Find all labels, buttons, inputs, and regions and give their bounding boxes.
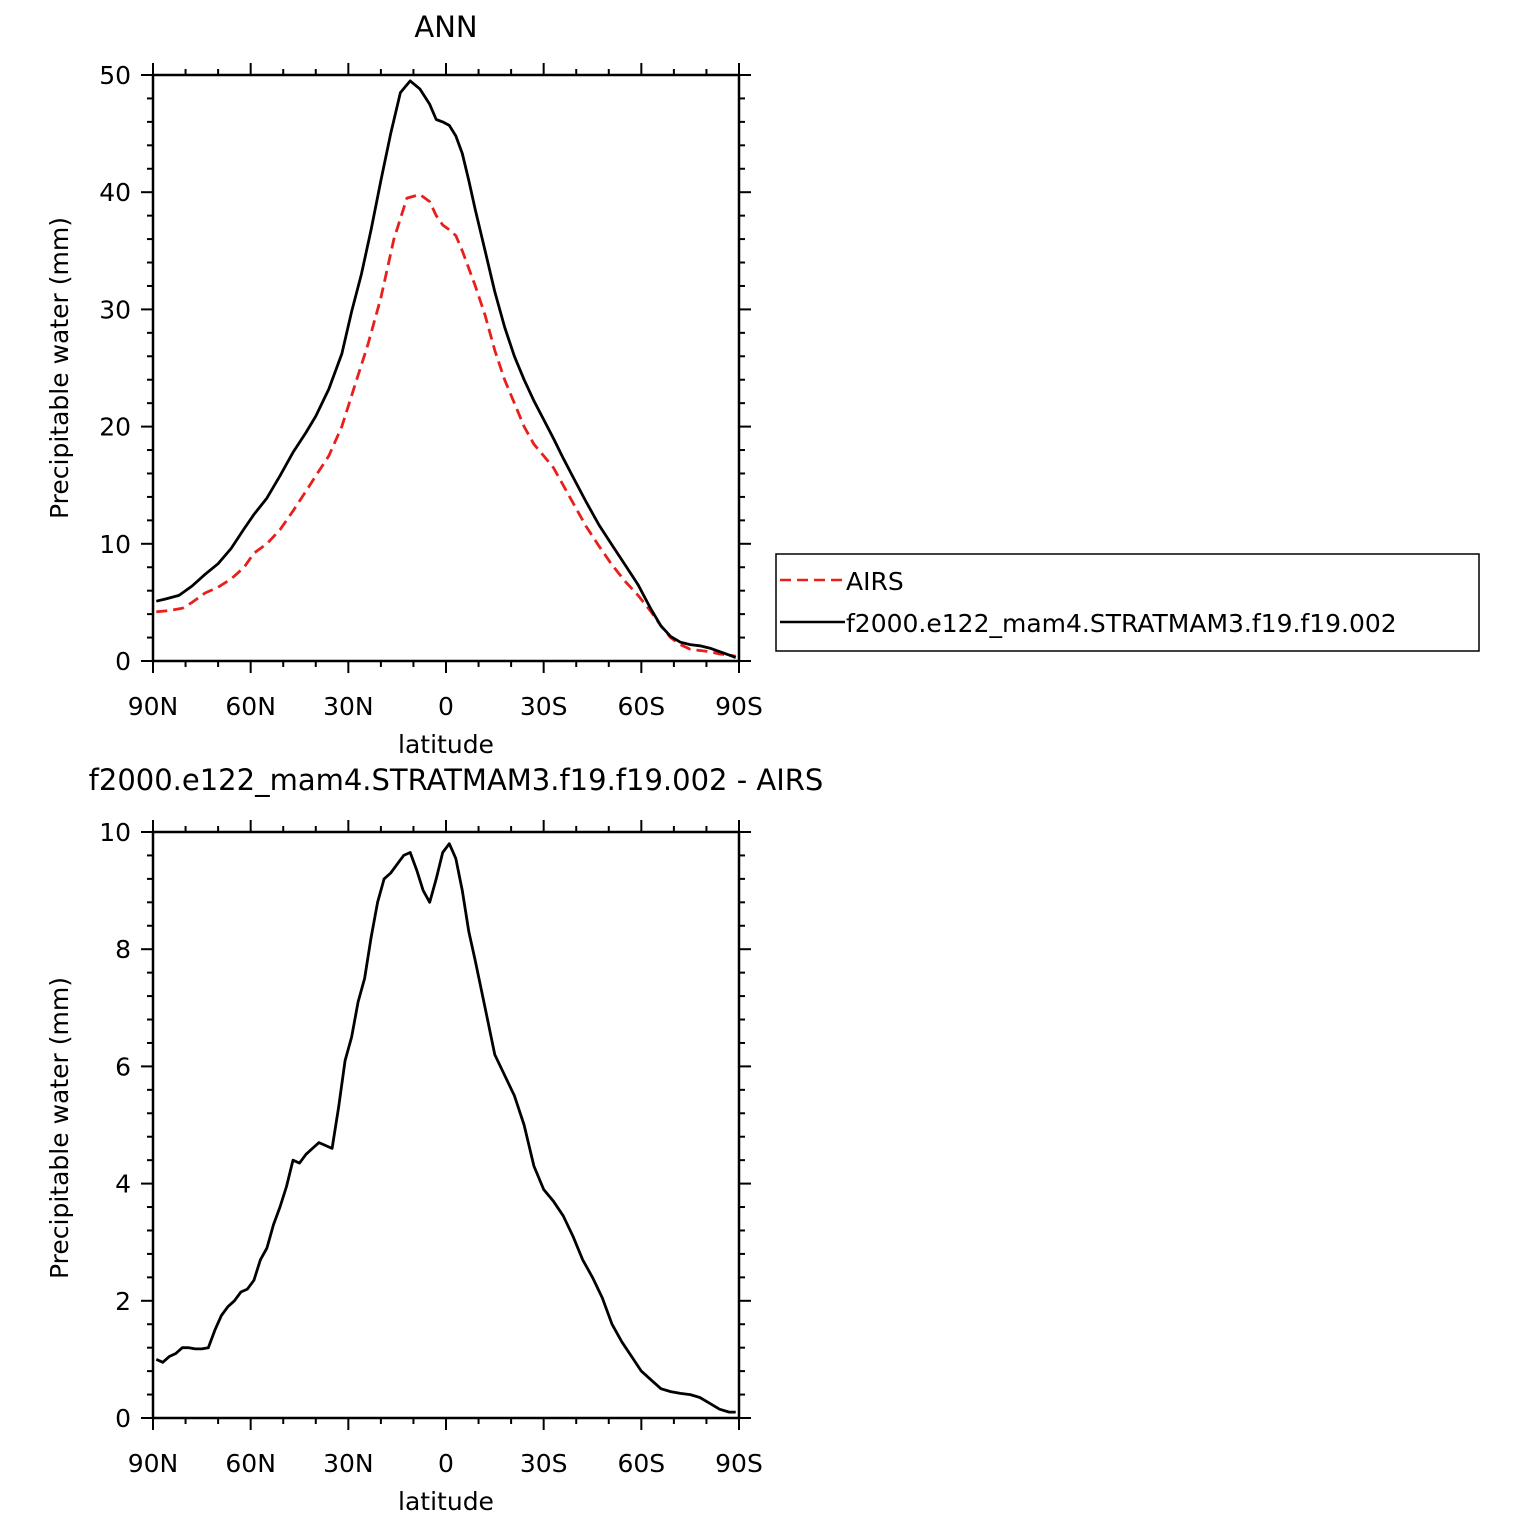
x-axis-label-bottom: latitude	[398, 1487, 494, 1516]
x-tick-label: 60N	[225, 1449, 276, 1478]
y-tick-label: 20	[99, 413, 131, 442]
x-tick-label: 60S	[617, 1449, 665, 1478]
x-tick-label: 90S	[715, 1449, 763, 1478]
x-tick-label: 60S	[617, 692, 665, 721]
legend-label-model: f2000.e122_mam4.STRATMAM3.f19.f19.002	[846, 609, 1397, 638]
x-tick-label: 0	[438, 1449, 454, 1478]
x-axis-label-top: latitude	[398, 730, 494, 759]
x-tick-label: 30N	[323, 692, 374, 721]
y-tick-label: 30	[99, 295, 131, 324]
x-tick-label: 90N	[128, 1449, 179, 1478]
ticks-top	[141, 63, 751, 673]
legend-label-airs: AIRS	[846, 567, 904, 596]
x-tick-label: 30S	[520, 692, 568, 721]
x-tick-label: 30N	[323, 1449, 374, 1478]
y-tick-labels-top: 0 10 20 30 40 50	[99, 61, 131, 676]
y-tick-label: 10	[99, 530, 131, 559]
panel-bottom: f2000.e122_mam4.STRATMAM3.f19.f19.002 - …	[45, 763, 823, 1516]
y-tick-label: 4	[115, 1170, 131, 1199]
ticks-bottom	[141, 820, 751, 1430]
series-group-top	[155, 79, 737, 659]
x-tick-label: 60N	[225, 692, 276, 721]
plot-frame-top	[151, 73, 741, 663]
y-tick-label: 8	[115, 935, 131, 964]
plot-frame-bottom	[151, 830, 741, 1420]
series-line-airs	[156, 193, 736, 658]
series-group-bottom	[155, 842, 736, 1414]
series-line-model	[155, 842, 736, 1414]
legend: AIRS f2000.e122_mam4.STRATMAM3.f19.f19.0…	[775, 553, 1480, 652]
y-axis-label-bottom: Precipitable water (mm)	[45, 977, 74, 1279]
series-line-model	[155, 79, 737, 659]
y-tick-label: 10	[99, 818, 131, 847]
y-tick-label: 0	[115, 647, 131, 676]
chart-title-bottom: f2000.e122_mam4.STRATMAM3.f19.f19.002 - …	[89, 763, 824, 797]
x-tick-label: 90S	[715, 692, 763, 721]
y-tick-labels-bottom: 0 2 4 6 8 10	[99, 818, 131, 1433]
legend-box	[775, 553, 1480, 652]
y-tick-label: 50	[99, 61, 131, 90]
chart-title-top: ANN	[414, 10, 477, 44]
y-tick-label: 40	[99, 178, 131, 207]
panel-top: ANN 0 10 20 30 40 50 90N 60N 30N 0 30S 60S 90S lati…	[45, 10, 1480, 759]
x-tick-labels-top: 90N 60N 30N 0 30S 60S 90S	[128, 692, 763, 721]
y-axis-label-top: Precipitable water (mm)	[45, 217, 74, 519]
y-tick-label: 2	[115, 1287, 131, 1316]
x-tick-label: 0	[438, 692, 454, 721]
x-tick-label: 30S	[520, 1449, 568, 1478]
x-tick-labels-bottom: 90N 60N 30N 0 30S 60S 90S	[128, 1449, 763, 1478]
y-tick-label: 0	[115, 1404, 131, 1433]
x-tick-label: 90N	[128, 692, 179, 721]
y-tick-label: 6	[115, 1052, 131, 1081]
